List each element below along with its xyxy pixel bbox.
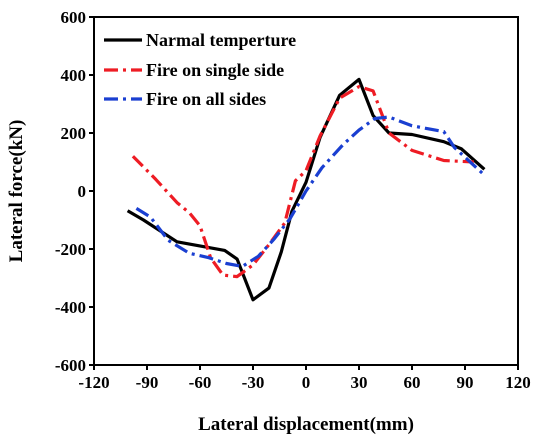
y-tick-label: 600 [61,8,87,27]
x-tick-label: -30 [242,373,265,392]
legend-item-normal-temperature: Narmal temperture [104,30,296,50]
legend-label-fire-all-sides: Fire on all sides [146,89,266,109]
x-axis: -120 -90 -60 -30 0 30 60 90 120 [78,365,531,392]
x-tick-label: 90 [457,373,474,392]
y-axis-title: Lateral force(kN) [6,120,27,263]
x-axis-title: Lateral displacement(mm) [198,414,414,435]
legend-label-normal-temperature: Narmal temperture [146,30,296,50]
y-tick-label: -400 [55,298,86,317]
series-line-fire-single-side [131,84,474,279]
series-layer [126,77,486,302]
x-tick-label: 30 [351,373,368,392]
y-tick-label: 400 [61,66,87,85]
y-tick-label: 0 [78,182,87,201]
y-tick-label: -200 [55,240,86,259]
x-tick-label: -120 [78,373,109,392]
y-axis: -600 -400 -200 0 200 400 600 [55,8,94,375]
legend-label-fire-single-side: Fire on single side [146,60,284,80]
legend-item-fire-single-side: Fire on single side [104,60,284,80]
x-tick-label: -60 [189,373,212,392]
x-tick-label: -90 [136,373,159,392]
y-tick-label: -600 [55,356,86,375]
series-line-fire-all-sides [135,115,486,268]
x-tick-label: 0 [302,373,311,392]
legend: Narmal temperture Fire on single side Fi… [104,30,296,109]
series-line-normal-temperature [126,77,486,302]
legend-item-fire-all-sides: Fire on all sides [104,89,266,109]
y-tick-label: 200 [61,124,87,143]
x-tick-label: 60 [404,373,421,392]
x-tick-label: 120 [505,373,531,392]
